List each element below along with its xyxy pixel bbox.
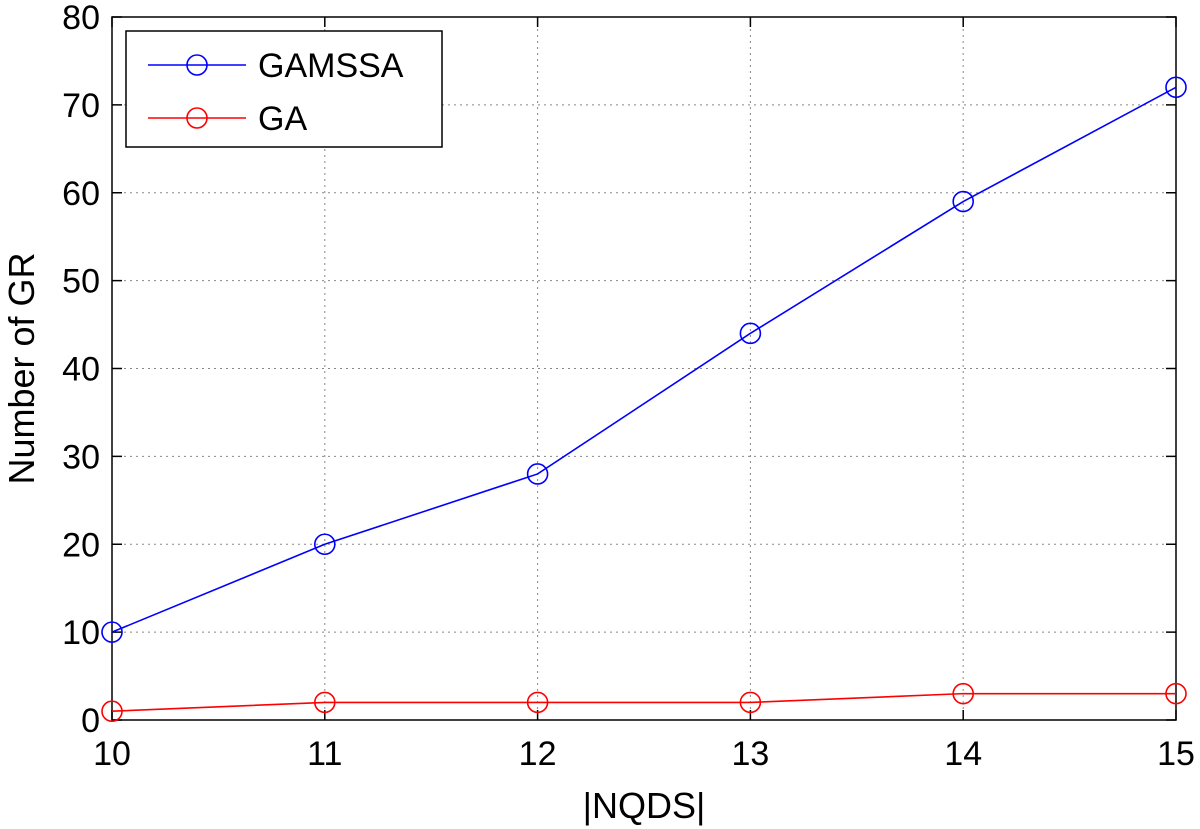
data-point: [526, 691, 549, 714]
data-point: [1165, 76, 1187, 99]
series-line: [111, 86, 1177, 633]
legend-label: GAMSSA: [258, 47, 404, 85]
series-gamssa: [101, 76, 1187, 643]
y-tick-label: 50: [62, 263, 100, 301]
x-tick-label: 13: [731, 735, 769, 773]
data-point: [739, 691, 762, 714]
series-ga: [101, 682, 1187, 723]
y-tick-label: 70: [62, 87, 100, 125]
y-tick-label: 20: [62, 526, 100, 564]
data-point: [313, 691, 336, 714]
x-tick-label: 11: [307, 735, 342, 773]
data-point: [101, 621, 123, 643]
y-tick-label: 0: [81, 702, 100, 740]
data-point: [313, 533, 336, 556]
x-axis-label: |NQDS|: [583, 785, 706, 826]
data-point: [739, 322, 762, 345]
legend-marker: [186, 54, 208, 76]
x-tick-label: 10: [93, 735, 131, 773]
data-point: [526, 463, 549, 485]
series-layer: [101, 76, 1187, 723]
legend: GAMSSA GA: [125, 30, 443, 148]
data-point: [101, 700, 123, 723]
y-axis-label: Number of GR: [1, 252, 42, 484]
y-tick-label: 60: [62, 175, 100, 213]
legend-item: GA: [148, 100, 307, 138]
legend-box: [125, 30, 443, 148]
y-tick-label: 10: [62, 614, 100, 652]
series-line: [111, 692, 1176, 713]
x-tick-label: 12: [519, 735, 557, 773]
x-tick-label: 14: [944, 735, 982, 773]
data-point: [1165, 682, 1187, 705]
y-tick-label: 40: [62, 351, 100, 389]
data-point: [952, 190, 975, 213]
data-point: [952, 682, 975, 705]
y-tick-label: 30: [62, 438, 100, 476]
legend-item: GAMSSA: [148, 47, 404, 85]
legend-label: GA: [258, 100, 307, 138]
y-tick-label: 80: [62, 0, 100, 37]
x-tick-label: 15: [1157, 735, 1195, 773]
legend-marker: [186, 107, 208, 129]
